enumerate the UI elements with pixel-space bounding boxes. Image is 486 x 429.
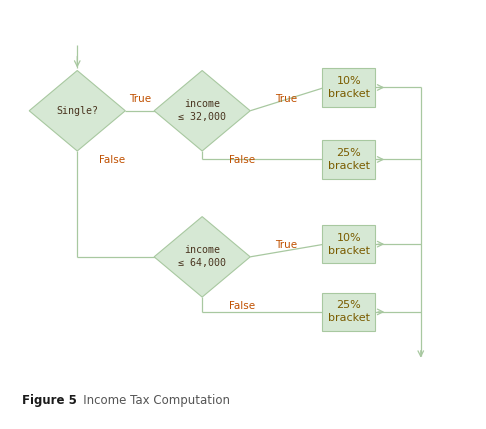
Text: Income Tax Computation: Income Tax Computation xyxy=(72,394,230,407)
FancyBboxPatch shape xyxy=(322,68,375,106)
Text: income
≤ 32,000: income ≤ 32,000 xyxy=(178,99,226,122)
Text: False: False xyxy=(228,302,255,311)
FancyBboxPatch shape xyxy=(322,225,375,263)
FancyBboxPatch shape xyxy=(322,293,375,331)
Text: 10%
bracket: 10% bracket xyxy=(328,76,370,99)
Polygon shape xyxy=(154,217,250,297)
Text: 25%
bracket: 25% bracket xyxy=(328,300,370,323)
Text: True: True xyxy=(275,240,297,250)
Text: income
≤ 64,000: income ≤ 64,000 xyxy=(178,245,226,269)
Text: False: False xyxy=(99,155,125,165)
Text: False: False xyxy=(228,155,255,165)
Text: Single?: Single? xyxy=(56,106,98,116)
Text: True: True xyxy=(129,94,151,104)
Text: Figure 5: Figure 5 xyxy=(22,394,77,407)
FancyBboxPatch shape xyxy=(322,140,375,178)
Text: 25%
bracket: 25% bracket xyxy=(328,148,370,171)
Text: 10%
bracket: 10% bracket xyxy=(328,233,370,256)
Polygon shape xyxy=(154,70,250,151)
Polygon shape xyxy=(29,70,125,151)
Text: True: True xyxy=(275,94,297,104)
